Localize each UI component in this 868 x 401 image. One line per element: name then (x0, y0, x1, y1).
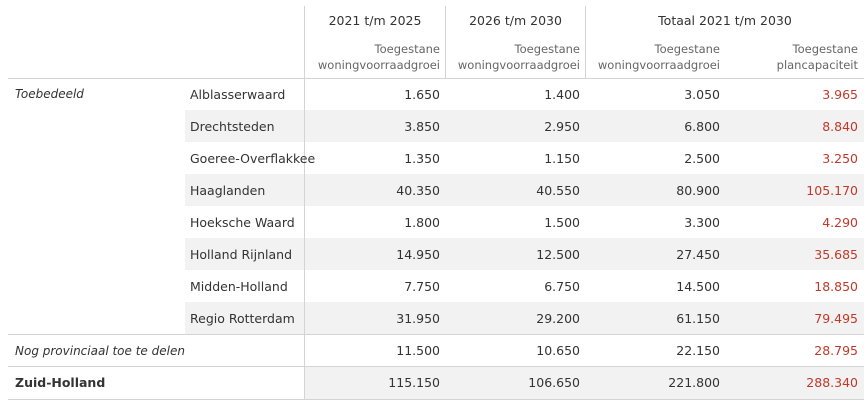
value-total: 3.300 (684, 215, 720, 230)
subheader-growth-p2: Toegestane woningvoorraadgroei (446, 41, 580, 73)
grid-hline (8, 399, 864, 400)
header-total: Totaal 2021 t/m 2030 (658, 13, 792, 28)
region-name: Regio Rotterdam (190, 311, 295, 326)
region-name: Haaglanden (190, 183, 266, 198)
subheader-line: plancapaciteit (776, 58, 858, 72)
value-p2: 106.650 (528, 375, 580, 390)
value-p2: 10.650 (536, 343, 580, 358)
value-total: 6.800 (684, 119, 720, 134)
value-total: 27.450 (676, 247, 720, 262)
subheader-growth-total: Toegestane woningvoorraadgroei (586, 41, 720, 73)
grid-vline (585, 6, 586, 78)
value-total: 61.150 (676, 311, 720, 326)
subheader-line: Toegestane (514, 42, 580, 56)
value-total: 3.050 (684, 87, 720, 102)
group-label-toebedeeld: Toebedeeld (15, 87, 84, 101)
region-name: Alblasserwaard (190, 87, 286, 102)
row-band (185, 110, 864, 142)
subheader-capacity: Toegestane plancapaciteit (721, 41, 858, 73)
subheader-line: Toegestane (792, 42, 858, 56)
value-total: 221.800 (668, 375, 720, 390)
subheader-line: woningvoorraadgroei (597, 58, 720, 72)
value-p1: 14.950 (396, 247, 440, 262)
region-name: Drechtsteden (190, 119, 275, 134)
value-capacity: 8.840 (822, 119, 858, 134)
value-p2: 6.750 (544, 279, 580, 294)
value-total: 2.500 (684, 151, 720, 166)
value-p1: 115.150 (388, 375, 440, 390)
row-band (185, 238, 864, 270)
value-p1: 31.950 (396, 311, 440, 326)
value-capacity: 105.170 (806, 183, 858, 198)
value-p2: 29.200 (536, 311, 580, 326)
row-band (185, 302, 864, 334)
value-p1: 1.800 (404, 215, 440, 230)
grid-hline (8, 334, 864, 335)
value-p2: 1.400 (544, 87, 580, 102)
region-name: Holland Rijnland (190, 247, 293, 262)
header-period-2026-2030: 2026 t/m 2030 (469, 13, 562, 28)
value-capacity: 3.965 (822, 87, 858, 102)
value-capacity: 3.250 (822, 151, 858, 166)
subheader-line: Toegestane (374, 42, 440, 56)
subheader-line: woningvoorraadgroei (457, 58, 580, 72)
subheader-line: Toegestane (654, 42, 720, 56)
region-name: Midden-Holland (190, 279, 288, 294)
value-p2: 2.950 (544, 119, 580, 134)
header-period-2021-2025: 2021 t/m 2025 (328, 13, 422, 28)
value-capacity: 18.850 (814, 279, 858, 294)
value-p1: 3.850 (404, 119, 440, 134)
value-p1: 11.500 (396, 343, 440, 358)
value-capacity: 35.685 (814, 247, 858, 262)
value-p1: 7.750 (404, 279, 440, 294)
value-p1: 1.650 (404, 87, 440, 102)
subheader-growth-p1: Toegestane woningvoorraadgroei (305, 41, 440, 73)
grid-hline (8, 78, 864, 79)
region-name: Goeree-Overflakkee (190, 151, 316, 166)
value-capacity: 79.495 (814, 311, 858, 326)
value-capacity: 288.340 (806, 375, 858, 390)
value-capacity: 4.290 (822, 215, 858, 230)
value-total: 14.500 (676, 279, 720, 294)
value-p2: 12.500 (536, 247, 580, 262)
total-band (304, 367, 864, 400)
grid-vline (304, 6, 305, 400)
value-p1: 40.350 (396, 183, 440, 198)
unallocated-label: Nog provinciaal toe te delen (15, 344, 185, 358)
value-total: 22.150 (676, 343, 720, 358)
value-p2: 1.500 (544, 215, 580, 230)
grid-vline (445, 6, 446, 78)
value-p2: 40.550 (536, 183, 580, 198)
value-total: 80.900 (676, 183, 720, 198)
subheader-line: woningvoorraadgroei (317, 58, 440, 72)
grand-total-label: Zuid-Holland (15, 375, 106, 390)
value-p2: 1.150 (544, 151, 580, 166)
region-name: Hoeksche Waard (190, 215, 295, 230)
value-capacity: 28.795 (814, 343, 858, 358)
row-band (185, 174, 864, 206)
value-p1: 1.350 (404, 151, 440, 166)
grid-hline (8, 366, 864, 367)
